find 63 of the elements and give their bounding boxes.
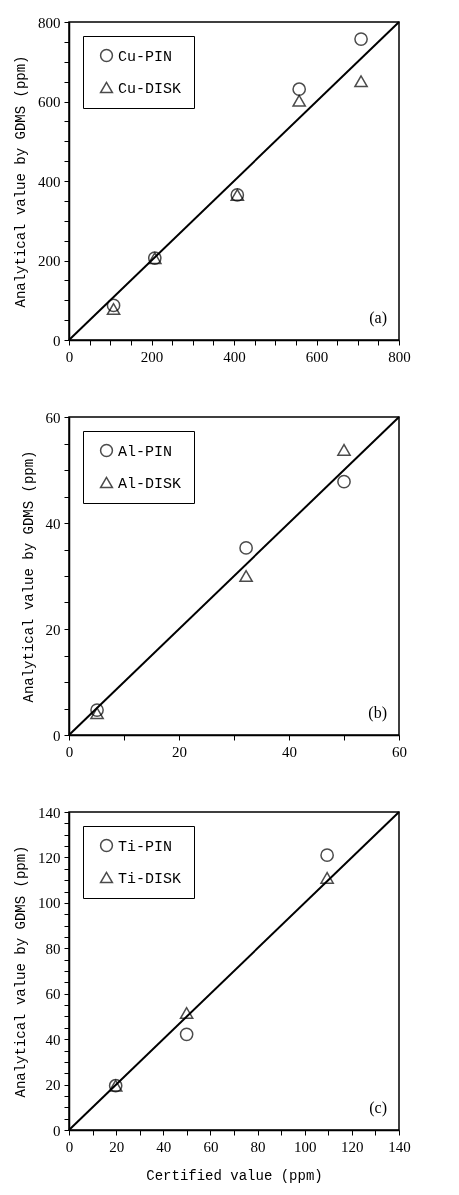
y-tick-label: 0 <box>53 727 61 744</box>
x-tick-label: 20 <box>109 1138 125 1155</box>
y-tick-label: 20 <box>45 1077 61 1094</box>
point <box>292 82 307 97</box>
x-tick-label: 0 <box>65 348 74 365</box>
legend-label: Al-DISK <box>118 475 182 493</box>
point <box>179 1006 194 1020</box>
legend-label: Cu-DISK <box>118 80 182 98</box>
y-tick-label: 20 <box>45 621 61 638</box>
x-tick-label: 20 <box>172 743 187 760</box>
y-tick-label: 0 <box>53 1122 61 1139</box>
x-tick-label: 400 <box>223 348 246 365</box>
x-tick-label: 200 <box>140 348 164 365</box>
point <box>239 569 253 583</box>
x-tick-label: 140 <box>388 1138 411 1155</box>
y-tick-label: 400 <box>38 173 61 190</box>
y-tick-label: 60 <box>45 986 61 1003</box>
y-tick-label: 600 <box>38 94 61 110</box>
y-axis-title: Analytical value by GDMS (ppm) <box>13 55 29 308</box>
x-tick-label: 100 <box>293 1138 317 1155</box>
point <box>179 1027 194 1042</box>
x-tick-label: 0 <box>65 1138 74 1155</box>
y-tick-label: 0 <box>53 332 61 349</box>
legend-label: Cu-PIN <box>118 48 173 66</box>
y-tick-label: 200 <box>38 253 61 269</box>
legend-label: Al-PIN <box>118 443 173 461</box>
point <box>337 474 351 489</box>
point <box>239 541 253 555</box>
x-axis-title: Certified value (ppm) <box>146 1167 323 1184</box>
y-tick-label: 140 <box>38 804 61 821</box>
x-tick-label: 600 <box>305 348 329 365</box>
point <box>90 703 104 717</box>
annotation: (a) <box>369 309 387 327</box>
point <box>292 94 307 107</box>
x-tick-label: 60 <box>392 743 407 760</box>
y-tick-label: 60 <box>45 409 61 426</box>
y-axis-title: Analytical value by GDMS (ppm) <box>20 450 37 703</box>
y-tick-label: 120 <box>38 849 61 866</box>
y-tick-label: 80 <box>45 940 61 957</box>
point <box>354 75 368 88</box>
point <box>337 443 351 456</box>
point <box>106 302 121 316</box>
y-tick-label: 40 <box>45 1031 61 1048</box>
point <box>320 848 334 863</box>
y-axis-title: Analytical value by GDMS (ppm) <box>13 845 29 1098</box>
point <box>354 32 368 46</box>
x-tick-label: 120 <box>341 1138 364 1155</box>
legend-label: Ti-DISK <box>118 870 182 888</box>
x-tick-label: 40 <box>156 1138 172 1155</box>
x-tick-label: 800 <box>388 348 411 365</box>
x-tick-label: 60 <box>203 1138 219 1155</box>
annotation: (b) <box>368 704 387 722</box>
point <box>320 871 334 884</box>
legend-label: Ti-PIN <box>118 838 173 856</box>
annotation: (c) <box>369 1099 387 1117</box>
x-tick-label: 40 <box>282 743 297 760</box>
point <box>90 707 104 720</box>
x-tick-label: 0 <box>65 743 74 760</box>
x-tick-label: 80 <box>250 1138 266 1155</box>
y-tick-label: 40 <box>45 515 61 532</box>
y-tick-label: 100 <box>38 895 61 912</box>
y-tick-label: 800 <box>38 14 61 31</box>
point <box>106 298 121 313</box>
